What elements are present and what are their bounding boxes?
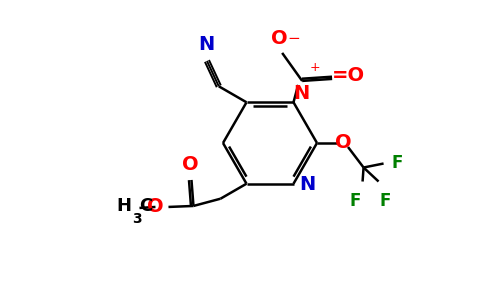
Text: O: O <box>147 197 164 217</box>
Text: O: O <box>271 29 287 48</box>
Text: C: C <box>139 197 153 215</box>
Text: N: N <box>293 84 309 103</box>
Text: H: H <box>117 197 132 215</box>
Text: F: F <box>380 191 391 209</box>
Text: 3: 3 <box>133 212 142 226</box>
Text: O: O <box>335 134 351 152</box>
Text: O: O <box>182 155 199 174</box>
Text: F: F <box>392 154 403 172</box>
Text: −: − <box>287 32 300 46</box>
Text: N: N <box>198 35 214 54</box>
Text: +: + <box>309 61 320 74</box>
Text: N: N <box>300 175 316 194</box>
Text: F: F <box>350 191 361 209</box>
Text: =O: =O <box>332 66 365 85</box>
